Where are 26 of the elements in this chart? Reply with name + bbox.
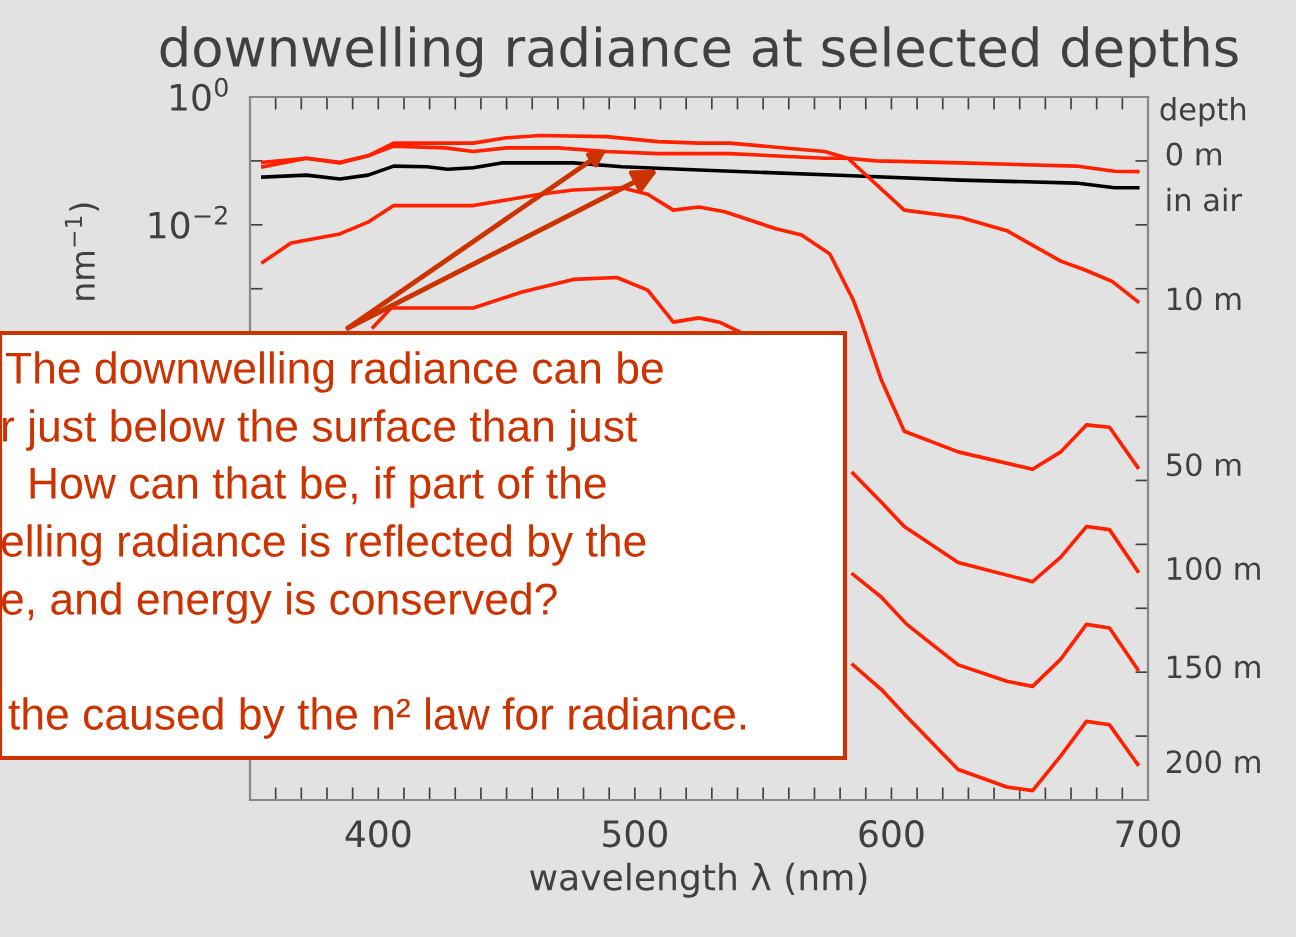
series-label: in air: [1167, 187, 1243, 212]
series-label: 0 m: [1166, 142, 1221, 166]
series-label: 50 m: [1167, 453, 1241, 477]
line-series: [261, 161, 1140, 190]
line-series: [851, 663, 1140, 793]
x-tick-label: 700: [1116, 820, 1181, 848]
annotation: r just below the surface than just: [2, 409, 638, 451]
y-tick-label: 10$^{0}$: [170, 77, 228, 111]
x-tick-label: 400: [345, 820, 411, 848]
series-label: 150 m: [1168, 655, 1260, 679]
y-axis-title: nm$^{−1}$): [64, 203, 100, 300]
chart-title: downwelling radiance at selected depths: [160, 26, 1238, 78]
y-tick-label: 10$^{−2}$: [149, 205, 227, 239]
legend-title: depth: [1160, 97, 1246, 127]
annotation: e, and energy is conserved?: [1, 582, 557, 624]
series-label: 10 m: [1168, 287, 1241, 311]
annotation: the caused by the n² law for radiance.: [8, 697, 746, 739]
line-series: [851, 572, 1140, 689]
x-axis-title: wavelength λ (nm): [530, 862, 867, 898]
x-tick-label: 600: [859, 820, 924, 848]
annotation: How can that be, if part of the: [30, 466, 606, 508]
annotation: elling radiance is reflected by the: [1, 524, 646, 566]
x-tick-label: 500: [603, 820, 667, 848]
annotation: The downwelling radiance can be: [6, 351, 663, 393]
series-label: 100 m: [1168, 556, 1260, 581]
series-label: 200 m: [1166, 750, 1260, 774]
